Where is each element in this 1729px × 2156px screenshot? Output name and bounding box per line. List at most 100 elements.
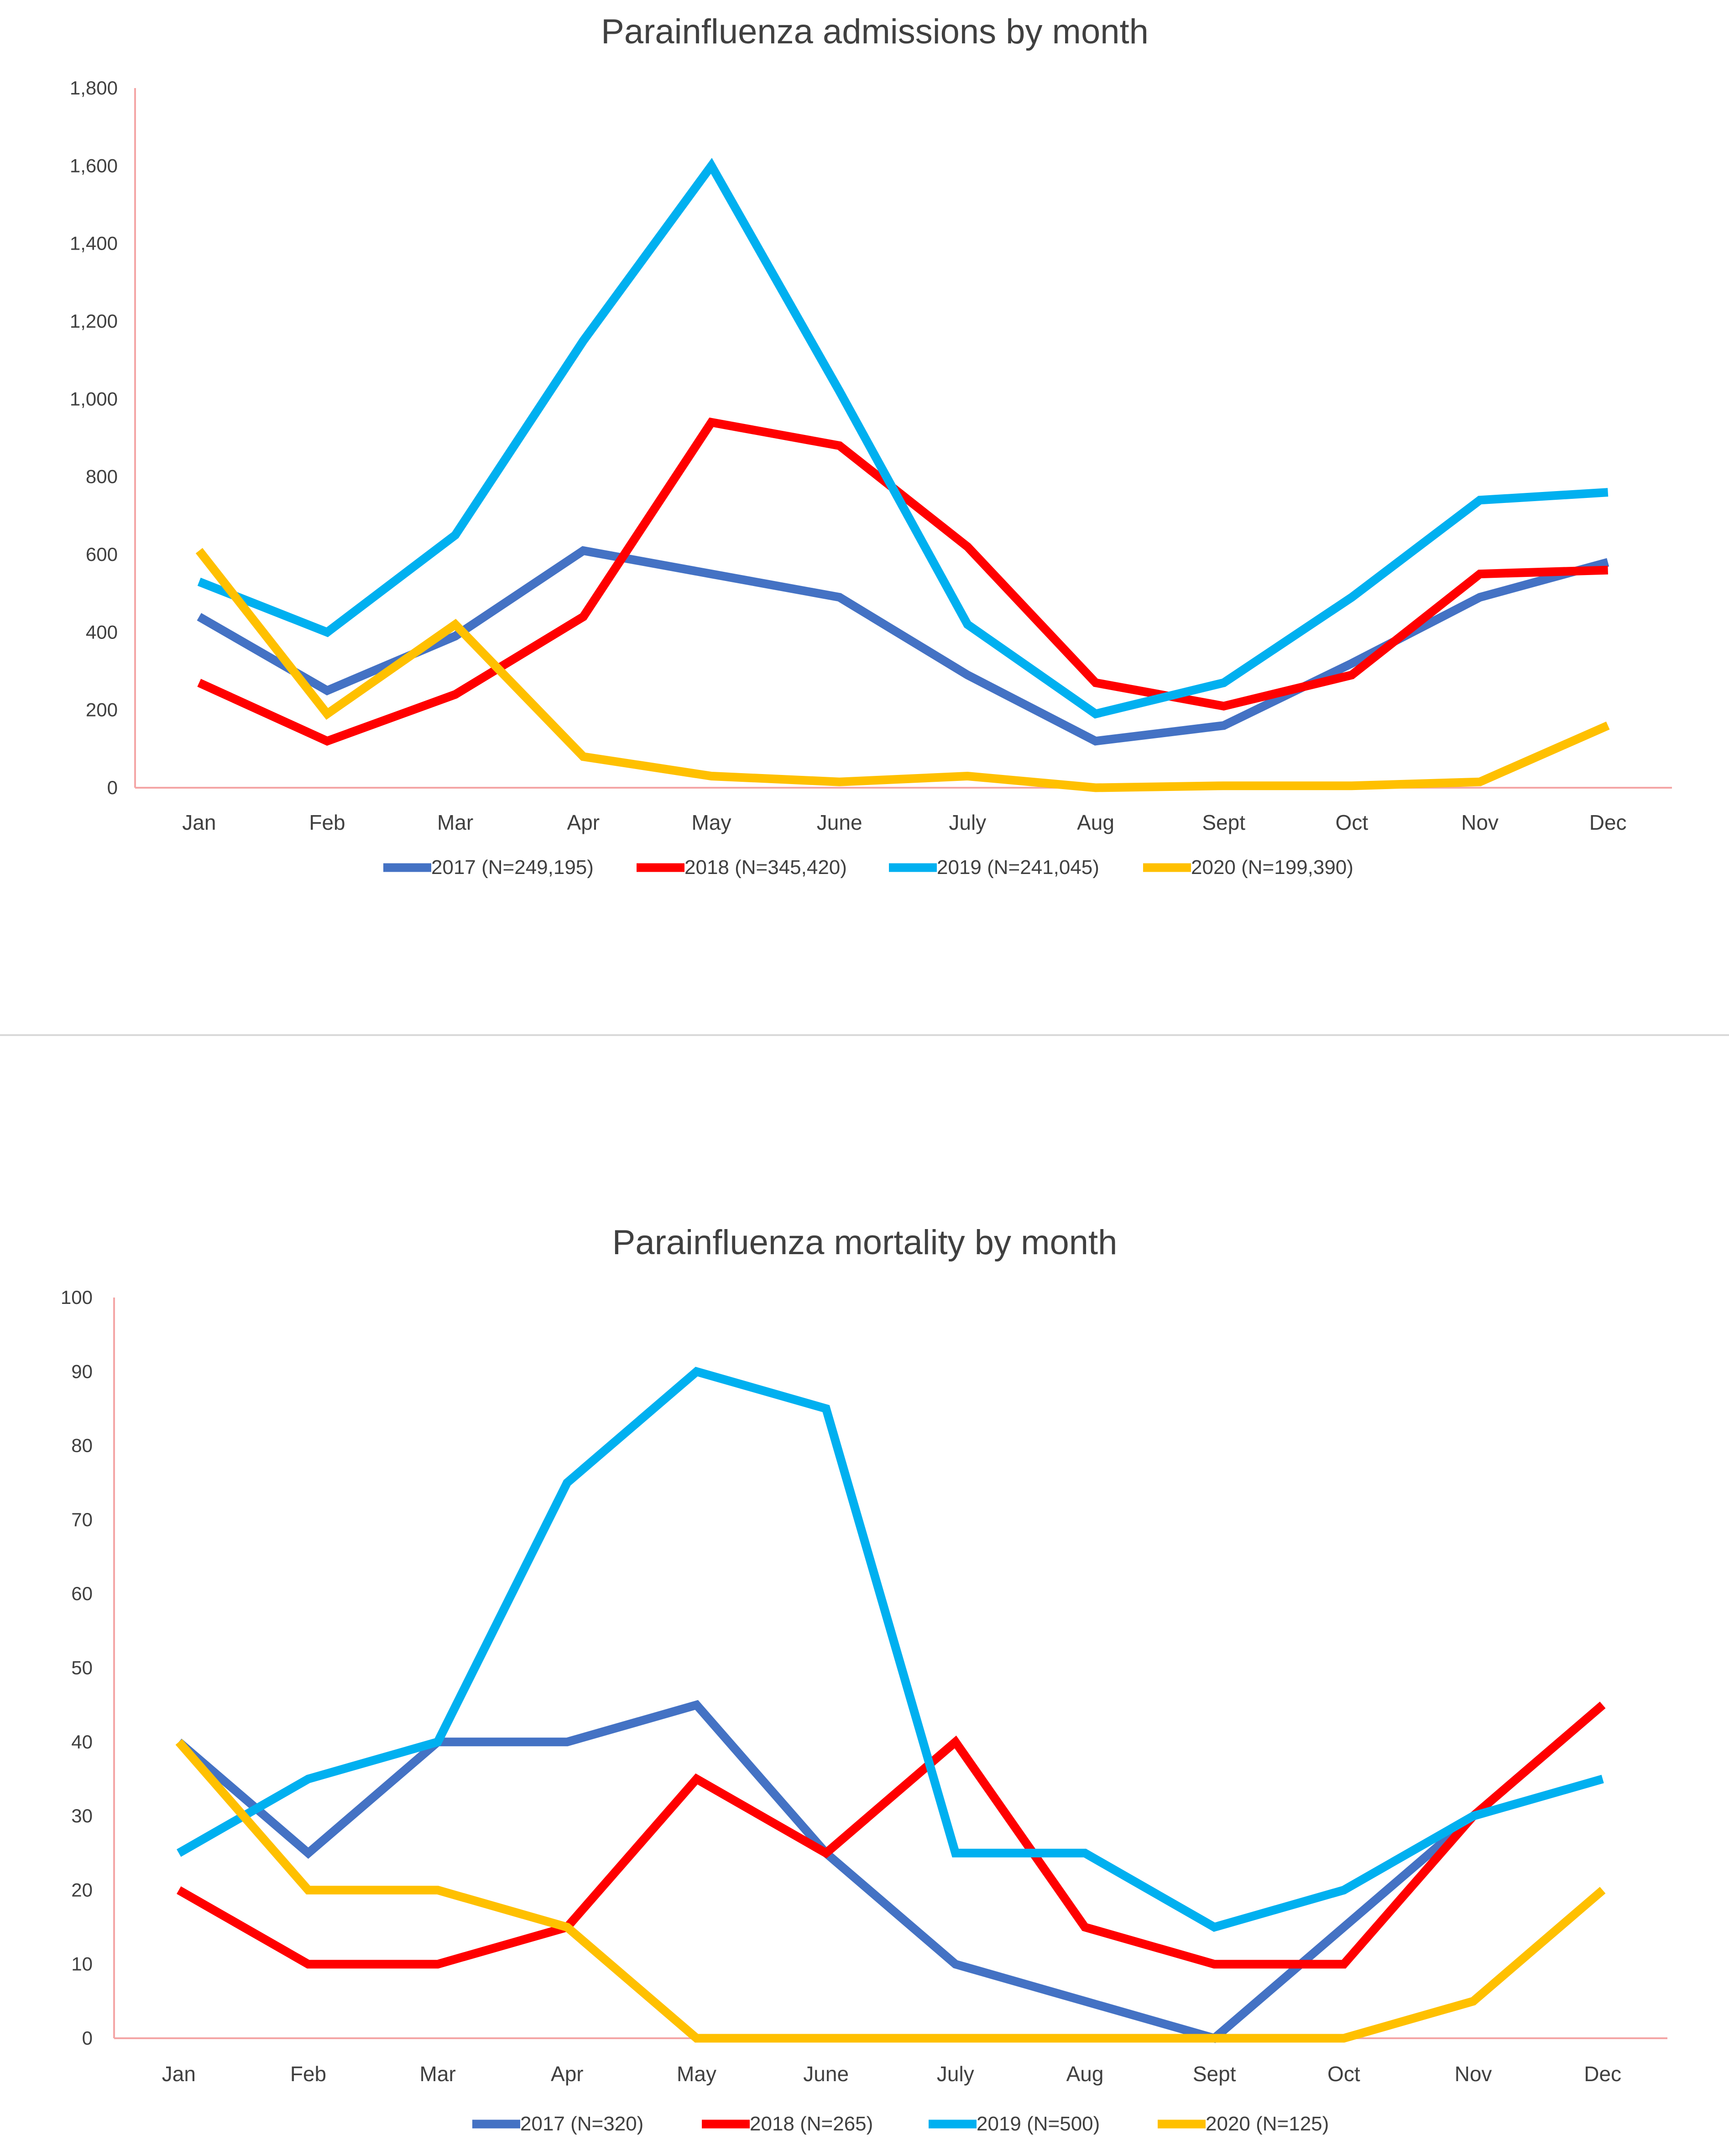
data-point [308, 1889, 309, 1890]
data-point [327, 741, 328, 742]
series-line-2018 [177, 1701, 1606, 1969]
data-point [1085, 1852, 1086, 1853]
data-point [1095, 787, 1096, 788]
x-tick-label: July [937, 2062, 974, 2086]
data-point [967, 546, 968, 547]
x-tick-label: Oct [1327, 2062, 1360, 2086]
data-point [567, 1927, 568, 1928]
data-point [1214, 1964, 1215, 1965]
data-point [178, 1742, 179, 1743]
data-point [1479, 781, 1480, 782]
data-point [455, 636, 456, 637]
data-point [583, 340, 584, 341]
data-point [825, 1408, 826, 1409]
data-point [696, 1371, 697, 1372]
x-tick-label: Apr [567, 811, 600, 834]
data-point [583, 550, 584, 551]
data-point [437, 1889, 438, 1890]
y-tick-label: 0 [82, 2027, 93, 2049]
data-point [327, 632, 328, 633]
legend-label: 2017 (N=320) [520, 2113, 643, 2135]
y-tick-label: 800 [86, 466, 118, 487]
data-point [1343, 1964, 1344, 1965]
data-point [198, 682, 199, 683]
data-point [711, 165, 712, 166]
x-tick-label: Apr [551, 2062, 584, 2086]
data-point [437, 1964, 438, 1965]
data-point [1214, 2038, 1215, 2039]
y-tick-label: 40 [71, 1731, 93, 1753]
data-point [696, 2038, 697, 2039]
data-point [455, 624, 456, 625]
y-tick-label: 50 [71, 1657, 93, 1679]
data-point [711, 422, 712, 423]
data-point [1085, 2038, 1086, 2039]
x-tick-label: May [677, 2062, 716, 2086]
data-point [567, 1482, 568, 1483]
y-tick-label: 60 [71, 1583, 93, 1604]
y-tick-label: 100 [61, 1287, 93, 1308]
y-tick-label: 1,600 [70, 155, 118, 176]
data-point [455, 694, 456, 695]
data-point [308, 1964, 309, 1965]
y-tick-label: 400 [86, 621, 118, 643]
data-point [1608, 725, 1609, 726]
x-tick-label: Dec [1584, 2062, 1621, 2086]
series-line-2017 [176, 1700, 1606, 2043]
data-point [955, 1852, 956, 1853]
data-point [1608, 562, 1609, 563]
x-tick-label: Oct [1336, 811, 1369, 834]
data-point [308, 1852, 309, 1853]
y-tick-label: 0 [107, 777, 118, 798]
data-point [955, 2038, 956, 2039]
data-point [1479, 500, 1480, 501]
legend-label: 2019 (N=500) [977, 2113, 1100, 2135]
data-point [1351, 663, 1352, 664]
data-point [178, 1852, 179, 1853]
data-point [825, 2038, 826, 2039]
x-tick-label: Sept [1193, 2062, 1236, 2086]
y-tick-label: 70 [71, 1509, 93, 1530]
y-tick-label: 200 [86, 699, 118, 721]
x-tick-label: Mar [420, 2062, 456, 2086]
data-point [178, 1889, 179, 1890]
data-point [327, 690, 328, 691]
data-point [1085, 2001, 1086, 2002]
y-tick-label: 1,800 [70, 77, 118, 99]
y-tick-label: 30 [71, 1805, 93, 1826]
data-point [583, 756, 584, 757]
x-tick-label: Dec [1589, 811, 1627, 834]
mortality-chart: Parainfluenza mortality by month 0 10 20 30 4… [61, 1223, 1667, 2135]
x-tick-label: June [817, 811, 862, 834]
data-point [198, 581, 199, 582]
data-point [1351, 597, 1352, 598]
data-point [1343, 1889, 1344, 1890]
y-tick-label: 20 [71, 1879, 93, 1900]
x-tick-label: Mar [437, 811, 473, 834]
data-point [1095, 713, 1096, 714]
y-tick-label: 90 [71, 1361, 93, 1382]
series-line-2020 [195, 548, 1610, 792]
data-point [967, 624, 968, 625]
x-tick-label: July [949, 811, 986, 834]
legend-label: 2019 (N=241,045) [937, 856, 1099, 879]
data-point [1479, 597, 1480, 598]
x-tick-label: Jan [162, 2062, 196, 2086]
y-tick-label: 600 [86, 544, 118, 565]
data-point [711, 775, 712, 776]
data-point [437, 1742, 438, 1743]
data-point [1473, 2001, 1474, 2002]
x-tick-label: June [803, 2062, 849, 2086]
x-tick-label: Aug [1077, 811, 1114, 834]
data-point [1343, 2038, 1344, 2039]
data-point [327, 713, 328, 714]
x-tick-label: Aug [1066, 2062, 1104, 2086]
series-line-2018 [197, 417, 1608, 746]
x-tick-label: Nov [1461, 811, 1499, 834]
data-point [198, 550, 199, 551]
data-point [1343, 1927, 1344, 1928]
data-point [455, 534, 456, 535]
data-point [839, 391, 840, 392]
data-point [583, 616, 584, 617]
